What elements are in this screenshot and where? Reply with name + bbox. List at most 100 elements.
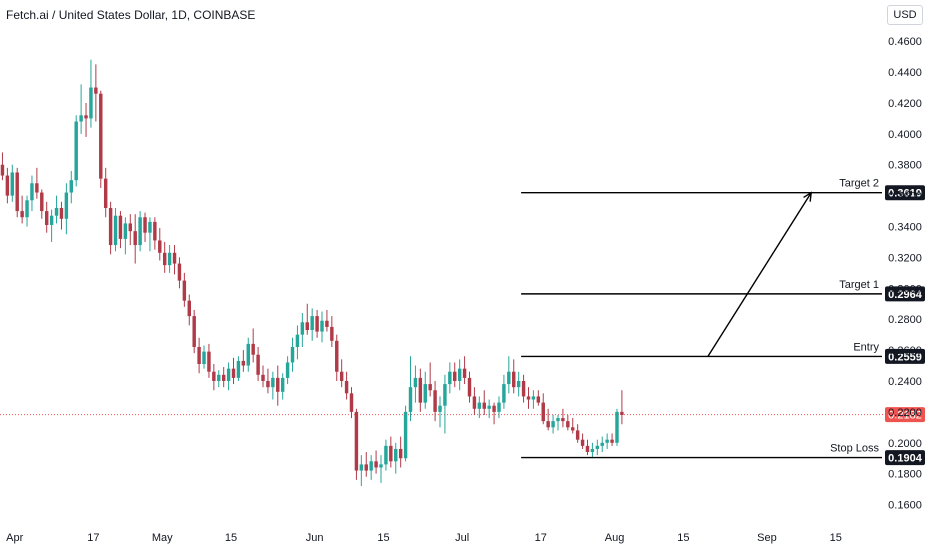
level-name: Target 2 — [839, 178, 879, 190]
candle-body — [241, 360, 246, 366]
candle-body — [256, 354, 260, 375]
candle — [580, 433, 585, 449]
candle — [158, 228, 162, 261]
currency-button[interactable]: USD — [887, 5, 923, 25]
candle-body — [521, 380, 526, 397]
candle — [290, 337, 295, 372]
candle — [335, 334, 339, 381]
candle-body — [615, 411, 619, 443]
candle — [226, 362, 231, 391]
candle-body — [462, 368, 467, 378]
candle-body — [35, 183, 39, 193]
candle-body — [177, 263, 182, 281]
y-tick-label: 0.3000 — [888, 283, 922, 295]
candle-body — [418, 377, 423, 403]
candle — [354, 408, 359, 480]
candle-body — [349, 393, 354, 412]
candle-body — [394, 448, 398, 462]
candle — [364, 452, 368, 477]
y-tick-label: 0.2000 — [888, 438, 922, 450]
candle — [221, 367, 226, 388]
level-price-badge — [885, 450, 925, 466]
candle-body — [359, 464, 364, 471]
candle — [610, 433, 614, 446]
candle-body — [187, 300, 191, 317]
candle-body — [54, 207, 59, 216]
y-tick-label: 0.4400 — [888, 67, 922, 79]
candle — [349, 387, 354, 419]
candle-body — [5, 175, 10, 196]
y-tick-label: 0.1800 — [888, 469, 922, 481]
candle-body — [310, 316, 314, 331]
candle — [615, 408, 619, 446]
candle-body — [408, 387, 413, 412]
candle — [502, 374, 506, 409]
candle — [261, 365, 265, 388]
candle — [369, 455, 373, 480]
candle — [103, 167, 108, 218]
y-axis[interactable]: 0.4600 0.4400 0.4200 0.4000 0.3800 0.3600 0.34… — [888, 36, 922, 511]
candle-body — [103, 178, 108, 208]
candle-body — [320, 320, 324, 332]
candle — [620, 390, 624, 425]
y-tick-label: 0.3400 — [888, 222, 922, 234]
candle-body — [59, 207, 64, 219]
candle — [477, 396, 482, 419]
candle-body — [290, 347, 295, 363]
candle-body — [251, 343, 255, 355]
y-tick-label: 0.2600 — [888, 345, 922, 357]
candle-body — [315, 316, 319, 332]
candle — [398, 436, 403, 468]
candle-body — [148, 221, 152, 233]
y-tick-label: 0.3600 — [888, 191, 922, 203]
candle-body — [217, 374, 221, 381]
candle — [5, 167, 10, 204]
candle — [182, 272, 187, 307]
x-tick-label: 17 — [87, 532, 99, 544]
candle — [197, 337, 201, 374]
x-tick-label: 15 — [377, 532, 389, 544]
y-tick-label: 0.2200 — [888, 407, 922, 419]
y-tick-label: 0.3800 — [888, 160, 922, 172]
projection-arrow-head — [803, 191, 813, 202]
candle-body — [44, 211, 49, 225]
level-name: Stop Loss — [830, 443, 879, 455]
candle — [108, 201, 113, 255]
candle — [403, 405, 408, 462]
y-tick-label: 0.2400 — [888, 376, 922, 388]
candle-body — [413, 377, 418, 388]
candle — [339, 359, 344, 388]
candle — [551, 414, 555, 434]
candle — [295, 325, 300, 360]
candle-body — [271, 377, 275, 388]
candle — [44, 201, 49, 233]
candle-body — [10, 172, 15, 196]
x-axis[interactable]: Apr 17 May 15 Jun 15 Jul 17 Aug 15 Sep 15 — [6, 532, 842, 544]
candle-body — [300, 322, 305, 335]
candle — [492, 402, 496, 425]
candle — [40, 189, 44, 219]
x-tick-label: Aug — [605, 532, 625, 544]
candle — [394, 442, 398, 474]
candle — [217, 370, 221, 388]
candle-body — [585, 445, 590, 453]
candle-body — [398, 448, 403, 459]
candle — [561, 408, 565, 428]
candle-body — [482, 402, 486, 409]
candle-body — [236, 360, 241, 378]
candle — [359, 455, 364, 487]
candle-body — [344, 380, 349, 394]
candle-body — [512, 371, 516, 388]
candle-body — [384, 445, 388, 465]
candle-body — [438, 405, 442, 412]
candle-body — [153, 221, 157, 241]
candle-body — [595, 445, 600, 449]
candle-body — [305, 322, 309, 331]
candle — [84, 102, 88, 137]
candle-body — [108, 207, 113, 246]
candle — [246, 337, 250, 372]
candle-body — [295, 334, 300, 348]
candle-body — [25, 200, 29, 218]
candle — [236, 356, 241, 381]
